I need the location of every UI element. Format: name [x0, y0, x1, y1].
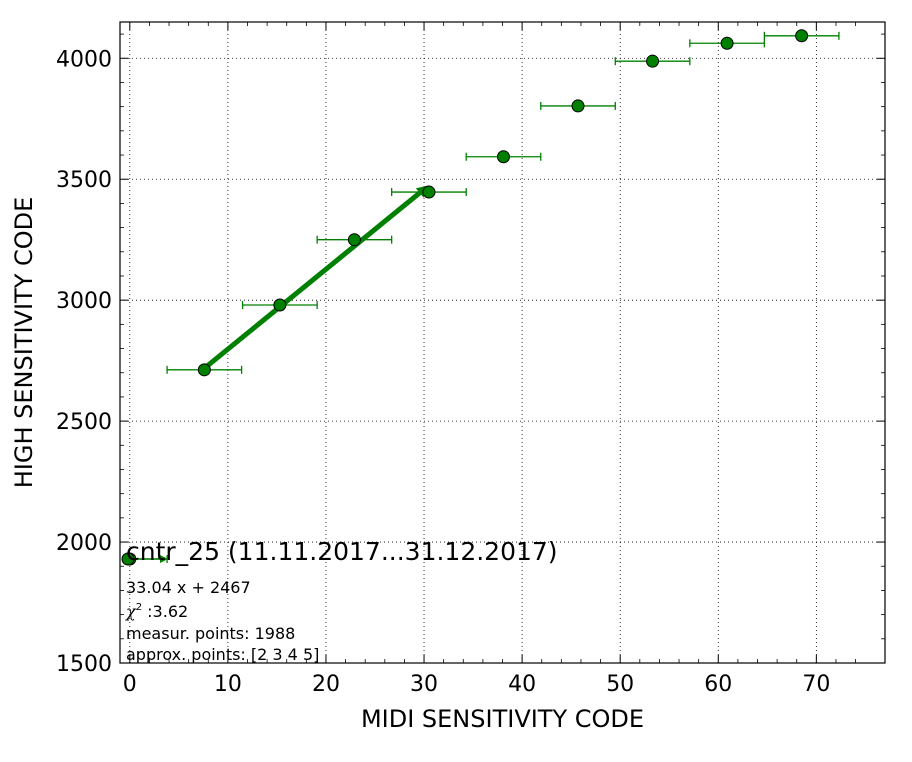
data-point [496, 150, 510, 164]
y-tick-label: 3500 [56, 168, 112, 193]
y-tick-label: 4000 [56, 47, 112, 72]
legend-swatch-arrow [160, 555, 168, 563]
axis-ticks: 0 10 20 30 40 50 60 70 1500 2000 2500 3000 3500 4000 [56, 22, 885, 697]
fit-line-group [202, 185, 429, 371]
fit-line [202, 190, 422, 371]
legend-approx-points: approx. points: [2 3 4 5] [126, 645, 319, 664]
legend: cntr_25 (11.11.2017...31.12.2017) 33.04 … [121, 537, 558, 664]
chi2-value: :3.62 [142, 602, 188, 621]
data-point [197, 363, 211, 377]
x-tick-label: 0 [123, 672, 137, 697]
x-tick-label: 50 [606, 672, 634, 697]
x-tick-label: 10 [214, 672, 242, 697]
data-point [646, 54, 660, 68]
data-point [571, 99, 585, 113]
y-tick-label: 3000 [56, 289, 112, 314]
data-point [273, 298, 287, 312]
x-axis-label: MIDI SENSITIVITY CODE [361, 705, 644, 733]
legend-measur-points: measur. points: 1988 [126, 624, 295, 643]
data-point [422, 185, 436, 199]
y-tick-label: 2500 [56, 410, 112, 435]
legend-formula: 33.04 x + 2467 [126, 578, 251, 597]
data-point [795, 29, 809, 43]
legend-title: cntr_25 (11.11.2017...31.12.2017) [126, 537, 558, 566]
y-tick-label: 1500 [56, 652, 112, 677]
x-tick-label: 70 [802, 672, 830, 697]
data-points [123, 29, 809, 566]
chi2-symbol: χ [125, 602, 137, 621]
data-point [720, 36, 734, 50]
legend-chi2: χ2 :3.62 [125, 602, 188, 621]
error-bars [129, 31, 840, 563]
y-tick-label: 2000 [56, 531, 112, 556]
chi2-exponent: 2 [136, 602, 142, 613]
grid-lines [120, 22, 885, 664]
data-point [347, 233, 361, 247]
x-tick-label: 40 [508, 672, 536, 697]
y-axis-label: HIGH SENSITIVITY CODE [10, 197, 38, 489]
legend-swatch-marker [121, 552, 135, 566]
x-tick-label: 60 [704, 672, 732, 697]
x-tick-label: 20 [312, 672, 340, 697]
x-tick-label: 30 [410, 672, 438, 697]
